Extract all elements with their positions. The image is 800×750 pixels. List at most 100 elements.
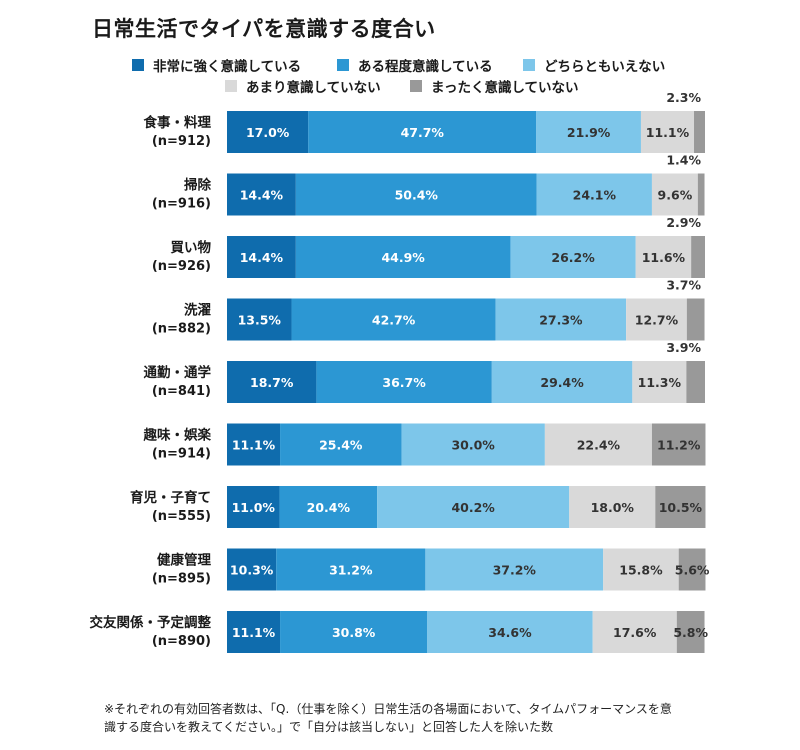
footnote: ※それぞれの有効回答者数は、「Q.（仕事を除く）日常生活の各場面において、タイム… xyxy=(104,700,744,736)
bar-segment xyxy=(536,173,652,216)
legend-swatch xyxy=(523,59,535,71)
data-label: 11.1% xyxy=(232,625,276,640)
data-label: 17.0% xyxy=(246,125,290,140)
bar-segment xyxy=(686,361,705,403)
bar-segment xyxy=(227,236,296,278)
bar-segment xyxy=(295,236,511,278)
legend-item: どちらともいえない xyxy=(523,55,665,75)
category-label: 洗濯 xyxy=(184,302,211,319)
bar-segment xyxy=(227,298,292,341)
bar-segment xyxy=(678,548,706,591)
data-label: 12.7% xyxy=(635,313,679,328)
data-label: 11.3% xyxy=(638,375,682,390)
legend-item: まったく意識していない xyxy=(410,76,579,96)
footnote-line-1: ※それぞれの有効回答者数は、「Q.（仕事を除く）日常生活の各場面において、タイム… xyxy=(104,702,672,716)
bar-segment xyxy=(655,486,706,528)
category-n-label: (n=555) xyxy=(152,509,211,524)
bar-segment xyxy=(308,111,537,153)
bar-segment xyxy=(227,611,281,653)
data-label: 2.3% xyxy=(666,90,701,105)
bar-segment xyxy=(651,423,706,466)
category-n-label: (n=890) xyxy=(152,634,211,649)
data-label: 47.7% xyxy=(401,125,445,140)
bar-segment xyxy=(291,298,496,341)
legend-item: ある程度意識している xyxy=(337,55,493,75)
category-n-label: (n=895) xyxy=(152,572,211,587)
bar-segment xyxy=(569,486,656,528)
category-n-label: (n=926) xyxy=(152,259,211,274)
category-label: 買い物 xyxy=(171,239,212,256)
data-label: 10.5% xyxy=(659,500,703,515)
data-label: 18.0% xyxy=(591,500,635,515)
footnote-line-2: 識する度合いを教えてください。」で「自分は該当しない」と回答した人を除いた数 xyxy=(104,720,554,734)
data-label: 18.7% xyxy=(250,375,294,390)
bar-segment xyxy=(491,361,633,403)
bar-segment xyxy=(510,236,636,278)
bar-segment xyxy=(427,611,593,653)
chart-title: 日常生活でタイパを意識する度合い xyxy=(92,17,436,41)
category-label: 食事・料理 xyxy=(144,114,212,131)
data-label: 21.9% xyxy=(567,125,611,140)
data-label: 27.3% xyxy=(539,313,583,328)
bar-segment xyxy=(276,548,426,591)
bar-segment xyxy=(691,236,705,278)
data-label: 42.7% xyxy=(372,313,416,328)
bar-segment xyxy=(280,423,402,466)
category-label: 通勤・通学 xyxy=(144,364,212,381)
legend-label: 非常に強く意識している xyxy=(153,59,302,75)
bar-segment xyxy=(227,423,281,466)
data-label: 30.8% xyxy=(332,625,376,640)
bar-segment xyxy=(425,548,604,591)
category-n-label: (n=841) xyxy=(152,384,211,399)
bar-segment xyxy=(697,173,705,216)
bar-segment xyxy=(227,548,277,591)
legend-item: あまり意識していない xyxy=(225,76,381,96)
data-label: 31.2% xyxy=(329,563,373,578)
chart-plot: 食事・料理 (n=912) 17.0% 47.7% 21.9% 11.1% 2.3% 掃除 (n… xyxy=(90,90,710,653)
category-label: 趣味・娯楽 xyxy=(143,427,212,444)
bar-segment xyxy=(279,486,378,528)
bar-segment xyxy=(626,298,687,341)
bar-segment xyxy=(651,173,698,216)
data-label: 5.8% xyxy=(673,625,708,640)
data-label: 11.2% xyxy=(657,438,701,453)
data-label: 14.4% xyxy=(240,250,284,265)
bar-segment xyxy=(635,236,692,278)
bar-segment xyxy=(401,423,545,466)
data-label: 2.9% xyxy=(666,215,701,230)
data-label: 37.2% xyxy=(493,563,537,578)
data-label: 22.4% xyxy=(577,438,621,453)
data-label: 34.6% xyxy=(488,625,532,640)
bar-segment xyxy=(377,486,570,528)
data-label: 26.2% xyxy=(551,250,595,265)
category-n-label: (n=882) xyxy=(152,322,211,337)
bar-segment xyxy=(227,361,317,403)
category-label: 交友関係・予定調整 xyxy=(90,614,212,631)
data-label: 13.5% xyxy=(238,313,282,328)
data-label: 11.0% xyxy=(232,500,276,515)
category-label: 掃除 xyxy=(184,177,211,194)
bar-segment xyxy=(694,111,705,153)
data-label: 25.4% xyxy=(319,438,363,453)
bar-segment xyxy=(632,361,687,403)
data-label: 44.9% xyxy=(381,250,425,265)
data-label: 11.1% xyxy=(232,438,276,453)
bar-segment xyxy=(536,111,641,153)
category-n-label: (n=912) xyxy=(152,134,211,149)
bar-segment xyxy=(686,298,705,341)
data-label: 3.9% xyxy=(666,340,701,355)
bar-segment xyxy=(280,611,428,653)
data-label: 30.0% xyxy=(451,438,495,453)
data-label: 11.6% xyxy=(642,250,686,265)
legend-item: 非常に強く意識している xyxy=(132,55,301,75)
category-n-label: (n=916) xyxy=(152,197,211,212)
category-label: 健康管理 xyxy=(157,552,211,569)
bar-segment xyxy=(295,173,537,216)
category-label: 育児・子育て xyxy=(130,489,211,506)
data-label: 10.3% xyxy=(230,563,274,578)
data-label: 1.4% xyxy=(666,153,701,168)
bar-segment xyxy=(544,423,652,466)
data-label: 9.6% xyxy=(658,188,693,203)
data-label: 14.4% xyxy=(240,188,284,203)
bar-segment xyxy=(676,611,705,653)
